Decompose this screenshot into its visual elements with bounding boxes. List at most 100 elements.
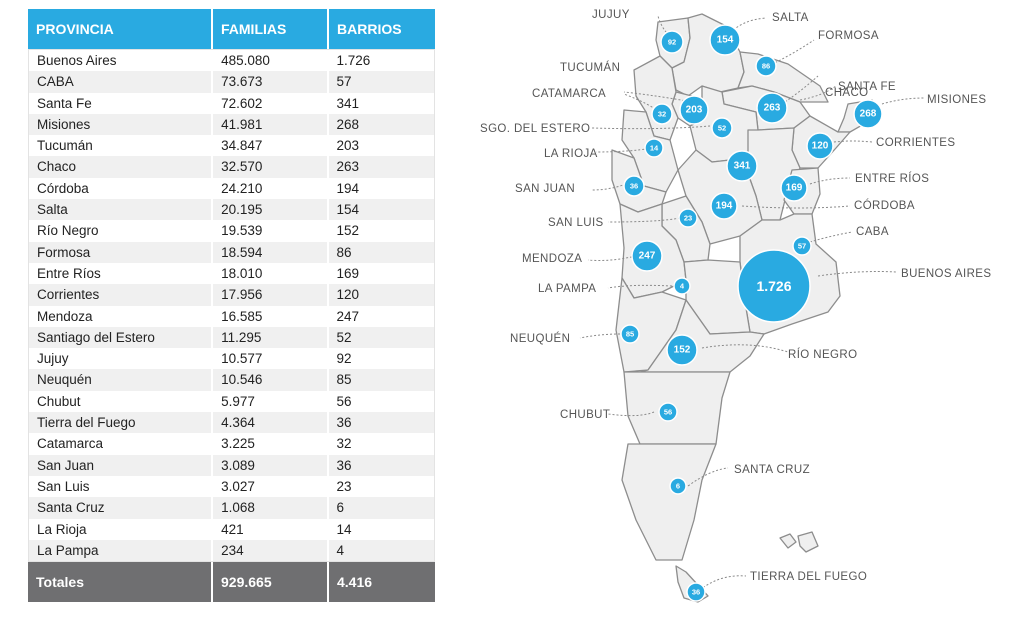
label-corrientes: CORRIENTES xyxy=(876,137,955,149)
bubble-salta xyxy=(709,24,741,56)
bubble-tierra-del-fuego xyxy=(686,582,706,602)
bubble-value-caba: 57 xyxy=(798,242,806,251)
cell-province: Misiones xyxy=(37,116,91,132)
label-entre-rios: ENTRE RÍOS xyxy=(855,172,929,185)
bubble-sgo-del-estero xyxy=(711,117,733,139)
bubble-value-rio-negro: 152 xyxy=(674,345,691,356)
label-chaco: CHACO xyxy=(825,87,869,99)
cell-families: 1.068 xyxy=(211,497,326,519)
bubble-chaco xyxy=(756,92,788,124)
table-header: PROVINCIA FAMILIAS BARRIOS xyxy=(28,9,435,49)
bubble-value-santa-fe: 341 xyxy=(734,161,751,172)
table-row: Formosa 18.594 86 xyxy=(29,241,434,263)
bubble-value-catamarca: 32 xyxy=(658,110,666,119)
label-la-pampa: LA PAMPA xyxy=(538,283,596,295)
cell-barrios: 86 xyxy=(326,241,434,263)
table-row: Neuquén 10.546 85 xyxy=(29,369,434,391)
label-san-juan: SAN JUAN xyxy=(515,183,575,195)
bubble-la-pampa xyxy=(673,277,691,295)
cell-barrios: 247 xyxy=(326,305,434,327)
cell-barrios: 203 xyxy=(326,135,434,157)
cell-barrios: 23 xyxy=(326,475,434,498)
cell-province: Santa Cruz xyxy=(37,500,105,516)
cell-barrios: 1.726 xyxy=(326,50,434,72)
table-row: Córdoba 24.210 194 xyxy=(29,177,434,200)
bubble-value-tucuman: 203 xyxy=(686,105,703,116)
cell-families: 3.225 xyxy=(211,433,326,455)
label-catamarca: CATAMARCA xyxy=(532,88,606,100)
province-table: PROVINCIA FAMILIAS BARRIOS Buenos Aires 4… xyxy=(28,9,435,603)
bubble-misiones xyxy=(853,99,883,129)
cell-barrios: 263 xyxy=(326,156,434,178)
label-caba: CABA xyxy=(856,226,889,238)
label-cordoba: CÓRDOBA xyxy=(854,199,915,212)
bubble-santa-fe xyxy=(726,150,758,182)
cell-barrios: 56 xyxy=(326,390,434,413)
bubble-value-salta: 154 xyxy=(717,35,734,46)
label-mendoza: MENDOZA xyxy=(522,253,582,265)
bubble-tucuman xyxy=(679,95,709,125)
table-row: Santa Fe 72.602 341 xyxy=(29,92,434,114)
label-sgo-del-estero: SGO. DEL ESTERO xyxy=(480,123,590,135)
bubble-value-buenos-aires: 1.726 xyxy=(756,278,791,294)
value-bubbles: 92 154 86 203 263 32 341 268 52 120 14 169 36 194 23 57… xyxy=(620,24,883,602)
table-row: Mendoza 16.585 247 xyxy=(29,305,434,327)
bubble-jujuy xyxy=(660,30,684,54)
cell-barrios: 85 xyxy=(326,369,434,391)
table-row: Santa Cruz 1.068 6 xyxy=(29,497,434,519)
bubble-value-corrientes: 120 xyxy=(812,141,829,152)
cell-barrios: 32 xyxy=(326,433,434,455)
cell-province: Córdoba xyxy=(37,180,89,196)
province-chubut xyxy=(623,371,731,445)
bubble-value-chaco: 263 xyxy=(764,103,781,114)
label-santa-fe: SANTA FE xyxy=(838,81,896,93)
bubble-rio-negro xyxy=(666,334,698,366)
table-row: CABA 73.673 57 xyxy=(29,71,434,93)
totals-label: Totales xyxy=(36,574,84,591)
cell-province: Tucumán xyxy=(37,138,93,154)
bubble-formosa xyxy=(755,55,777,77)
province-labels: JUJUY SALTA FORMOSA TUCUMÁN CHACO CATAMARCA SA… xyxy=(480,9,991,583)
cell-province: Mendoza xyxy=(37,308,93,324)
cell-families: 234 xyxy=(211,539,326,562)
cell-barrios: 120 xyxy=(326,284,434,306)
cell-families: 4.364 xyxy=(211,412,326,434)
bubble-value-san-luis: 23 xyxy=(684,214,692,223)
bubble-value-cordoba: 194 xyxy=(716,201,733,212)
table-row: San Luis 3.027 23 xyxy=(29,475,434,498)
table-row: Catamarca 3.225 32 xyxy=(29,433,434,455)
cell-families: 5.977 xyxy=(211,390,326,413)
table-row: San Juan 3.089 36 xyxy=(29,454,434,476)
argentina-map: 92 154 86 203 263 32 341 268 52 120 14 169 36 194 23 57… xyxy=(440,0,1024,620)
cell-families: 18.010 xyxy=(211,262,326,285)
bubble-cordoba xyxy=(710,192,738,220)
cell-province: Chubut xyxy=(37,393,81,409)
cell-province: Tierra del Fuego xyxy=(37,415,136,431)
cell-families: 3.089 xyxy=(211,454,326,476)
cell-barrios: 152 xyxy=(326,220,434,242)
cell-barrios: 36 xyxy=(326,454,434,476)
table-body: Buenos Aires 485.080 1.726 CABA 73.673 57 Sant… xyxy=(28,49,435,563)
label-san-luis: SAN LUIS xyxy=(548,217,604,229)
bubble-value-la-rioja: 14 xyxy=(650,144,659,153)
cell-province: Corrientes xyxy=(37,287,100,303)
cell-families: 3.027 xyxy=(211,475,326,498)
label-tucuman: TUCUMÁN xyxy=(560,61,620,74)
header-province: PROVINCIA xyxy=(36,21,114,37)
cell-families: 16.585 xyxy=(211,305,326,327)
cell-barrios: 6 xyxy=(326,497,434,519)
cell-families: 11.295 xyxy=(211,326,326,349)
bubble-value-tierra-del-fuego: 36 xyxy=(692,588,700,597)
bubble-value-sgo-del-estero: 52 xyxy=(718,124,726,133)
cell-province: Río Negro xyxy=(37,223,99,239)
label-neuquen: NEUQUÉN xyxy=(510,332,570,345)
cell-province: Entre Ríos xyxy=(37,265,101,281)
cell-province: Santiago del Estero xyxy=(37,329,155,345)
label-misiones: MISIONES xyxy=(927,94,986,106)
cell-families: 18.594 xyxy=(211,241,326,263)
bubble-neuquen xyxy=(620,324,640,344)
cell-barrios: 14 xyxy=(326,518,434,540)
cell-families: 20.195 xyxy=(211,199,326,221)
cell-province: Jujuy xyxy=(37,351,69,367)
bubble-value-jujuy: 92 xyxy=(668,38,676,47)
